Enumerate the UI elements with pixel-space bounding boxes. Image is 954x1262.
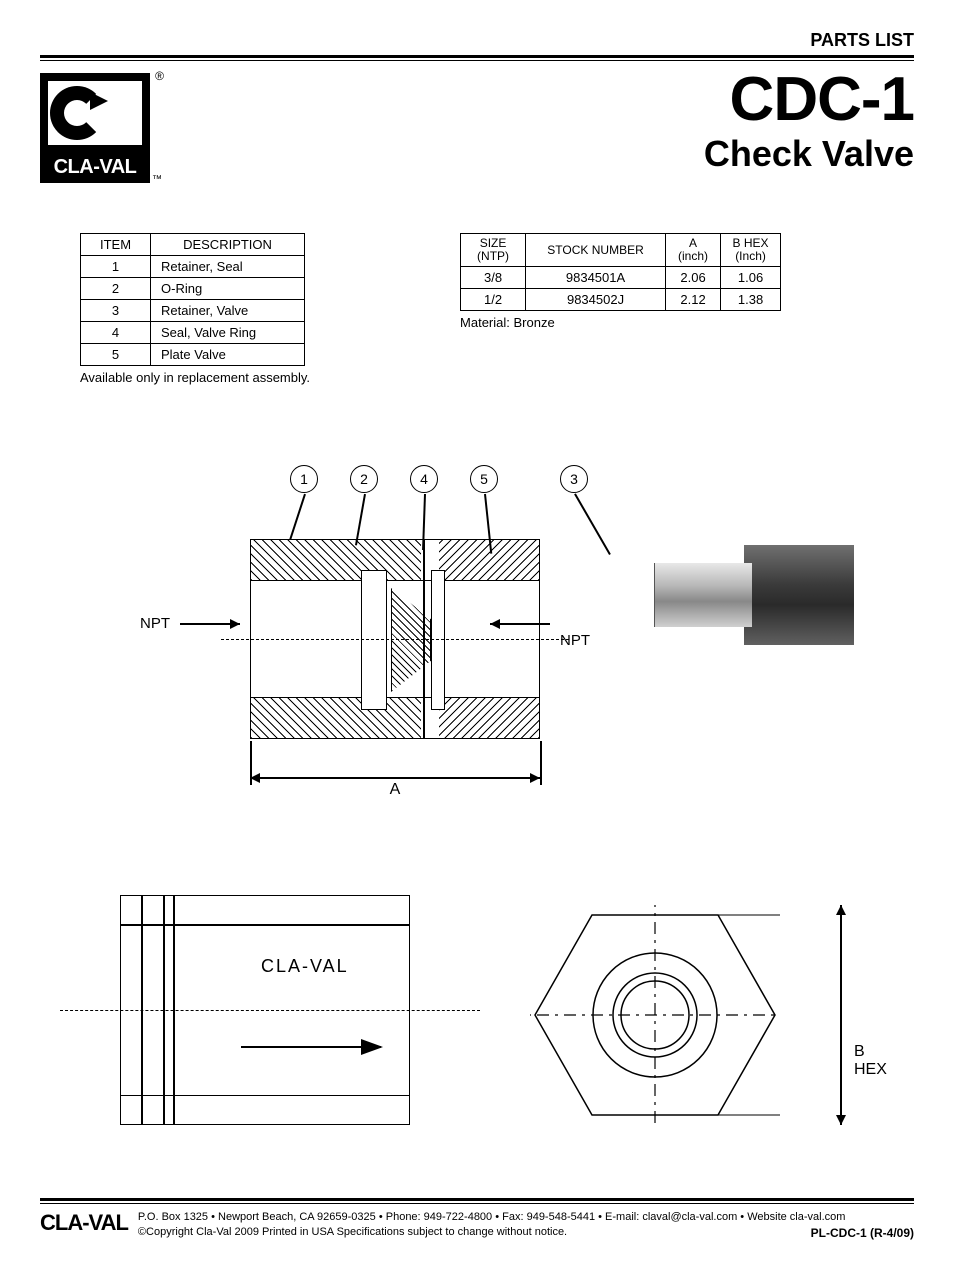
callout-4: 4 bbox=[410, 465, 438, 493]
brand-logo: ® ™ CLA-VAL bbox=[40, 73, 150, 183]
parts-th-desc: DESCRIPTION bbox=[151, 234, 305, 256]
table-row: 1Retainer, Seal bbox=[81, 256, 305, 278]
spec-th-b: B HEX (Inch) bbox=[721, 234, 781, 267]
spec-th-stock: STOCK NUMBER bbox=[526, 234, 666, 267]
product-name: Check Valve bbox=[704, 133, 914, 175]
valve-body-outline bbox=[250, 539, 540, 739]
dimension-b: B HEX bbox=[830, 905, 880, 1125]
logo-glyph bbox=[48, 81, 142, 145]
table-row: 3/89834501A 2.061.06 bbox=[461, 267, 781, 289]
spec-table: SIZE (NTP) STOCK NUMBER A (inch) B HEX (… bbox=[460, 233, 781, 311]
registered-mark: ® bbox=[155, 69, 164, 83]
callout-2: 2 bbox=[350, 465, 378, 493]
dimension-a: A bbox=[250, 777, 540, 799]
logo-text: CLA-VAL bbox=[40, 156, 150, 183]
table-row: 4Seal, Valve Ring bbox=[81, 322, 305, 344]
callout-1: 1 bbox=[290, 465, 318, 493]
side-brand-label: CLA-VAL bbox=[261, 956, 349, 977]
table-row: 2O-Ring bbox=[81, 278, 305, 300]
title-area: ® ™ CLA-VAL CDC-1 Check Valve bbox=[40, 69, 914, 183]
spec-note: Material: Bronze bbox=[460, 315, 781, 330]
table-row: 3Retainer, Valve bbox=[81, 300, 305, 322]
callout-5: 5 bbox=[470, 465, 498, 493]
section-header: PARTS LIST bbox=[40, 30, 914, 58]
product-photo bbox=[654, 535, 854, 655]
footer-contact: P.O. Box 1325 • Newport Beach, CA 92659-… bbox=[138, 1210, 914, 1225]
callout-3: 3 bbox=[560, 465, 588, 493]
npt-label-left: NPT bbox=[140, 615, 240, 632]
end-view-drawing: B HEX bbox=[480, 885, 880, 1165]
npt-label-right: NPT bbox=[560, 615, 590, 649]
table-row: 5Plate Valve bbox=[81, 344, 305, 366]
footer-doc-code: PL-CDC-1 (R-4/09) bbox=[811, 1225, 914, 1242]
parts-table: ITEM DESCRIPTION 1Retainer, Seal 2O-Ring… bbox=[80, 233, 305, 366]
flow-arrow-icon bbox=[241, 1046, 381, 1048]
page-footer: CLA-VAL P.O. Box 1325 • Newport Beach, C… bbox=[40, 1198, 914, 1242]
parts-th-item: ITEM bbox=[81, 234, 151, 256]
model-number: CDC-1 bbox=[704, 69, 914, 131]
trademark: ™ bbox=[152, 174, 162, 185]
table-row: 1/29834502J 2.121.38 bbox=[461, 289, 781, 311]
footer-copyright: ©Copyright Cla-Val 2009 Printed in USA S… bbox=[138, 1225, 567, 1242]
parts-note: Available only in replacement assembly. bbox=[80, 370, 310, 385]
header-rule bbox=[40, 60, 914, 61]
cross-section-drawing: 1 2 4 5 3 NPT NPT bbox=[140, 465, 580, 865]
hexagon-icon bbox=[530, 905, 780, 1125]
spec-th-a: A (inch) bbox=[666, 234, 721, 267]
spec-th-size: SIZE (NTP) bbox=[461, 234, 526, 267]
diagram-area: 1 2 4 5 3 NPT NPT bbox=[40, 455, 914, 1175]
footer-logo: CLA-VAL bbox=[40, 1210, 128, 1236]
side-view-drawing: CLA-VAL bbox=[60, 885, 440, 1155]
